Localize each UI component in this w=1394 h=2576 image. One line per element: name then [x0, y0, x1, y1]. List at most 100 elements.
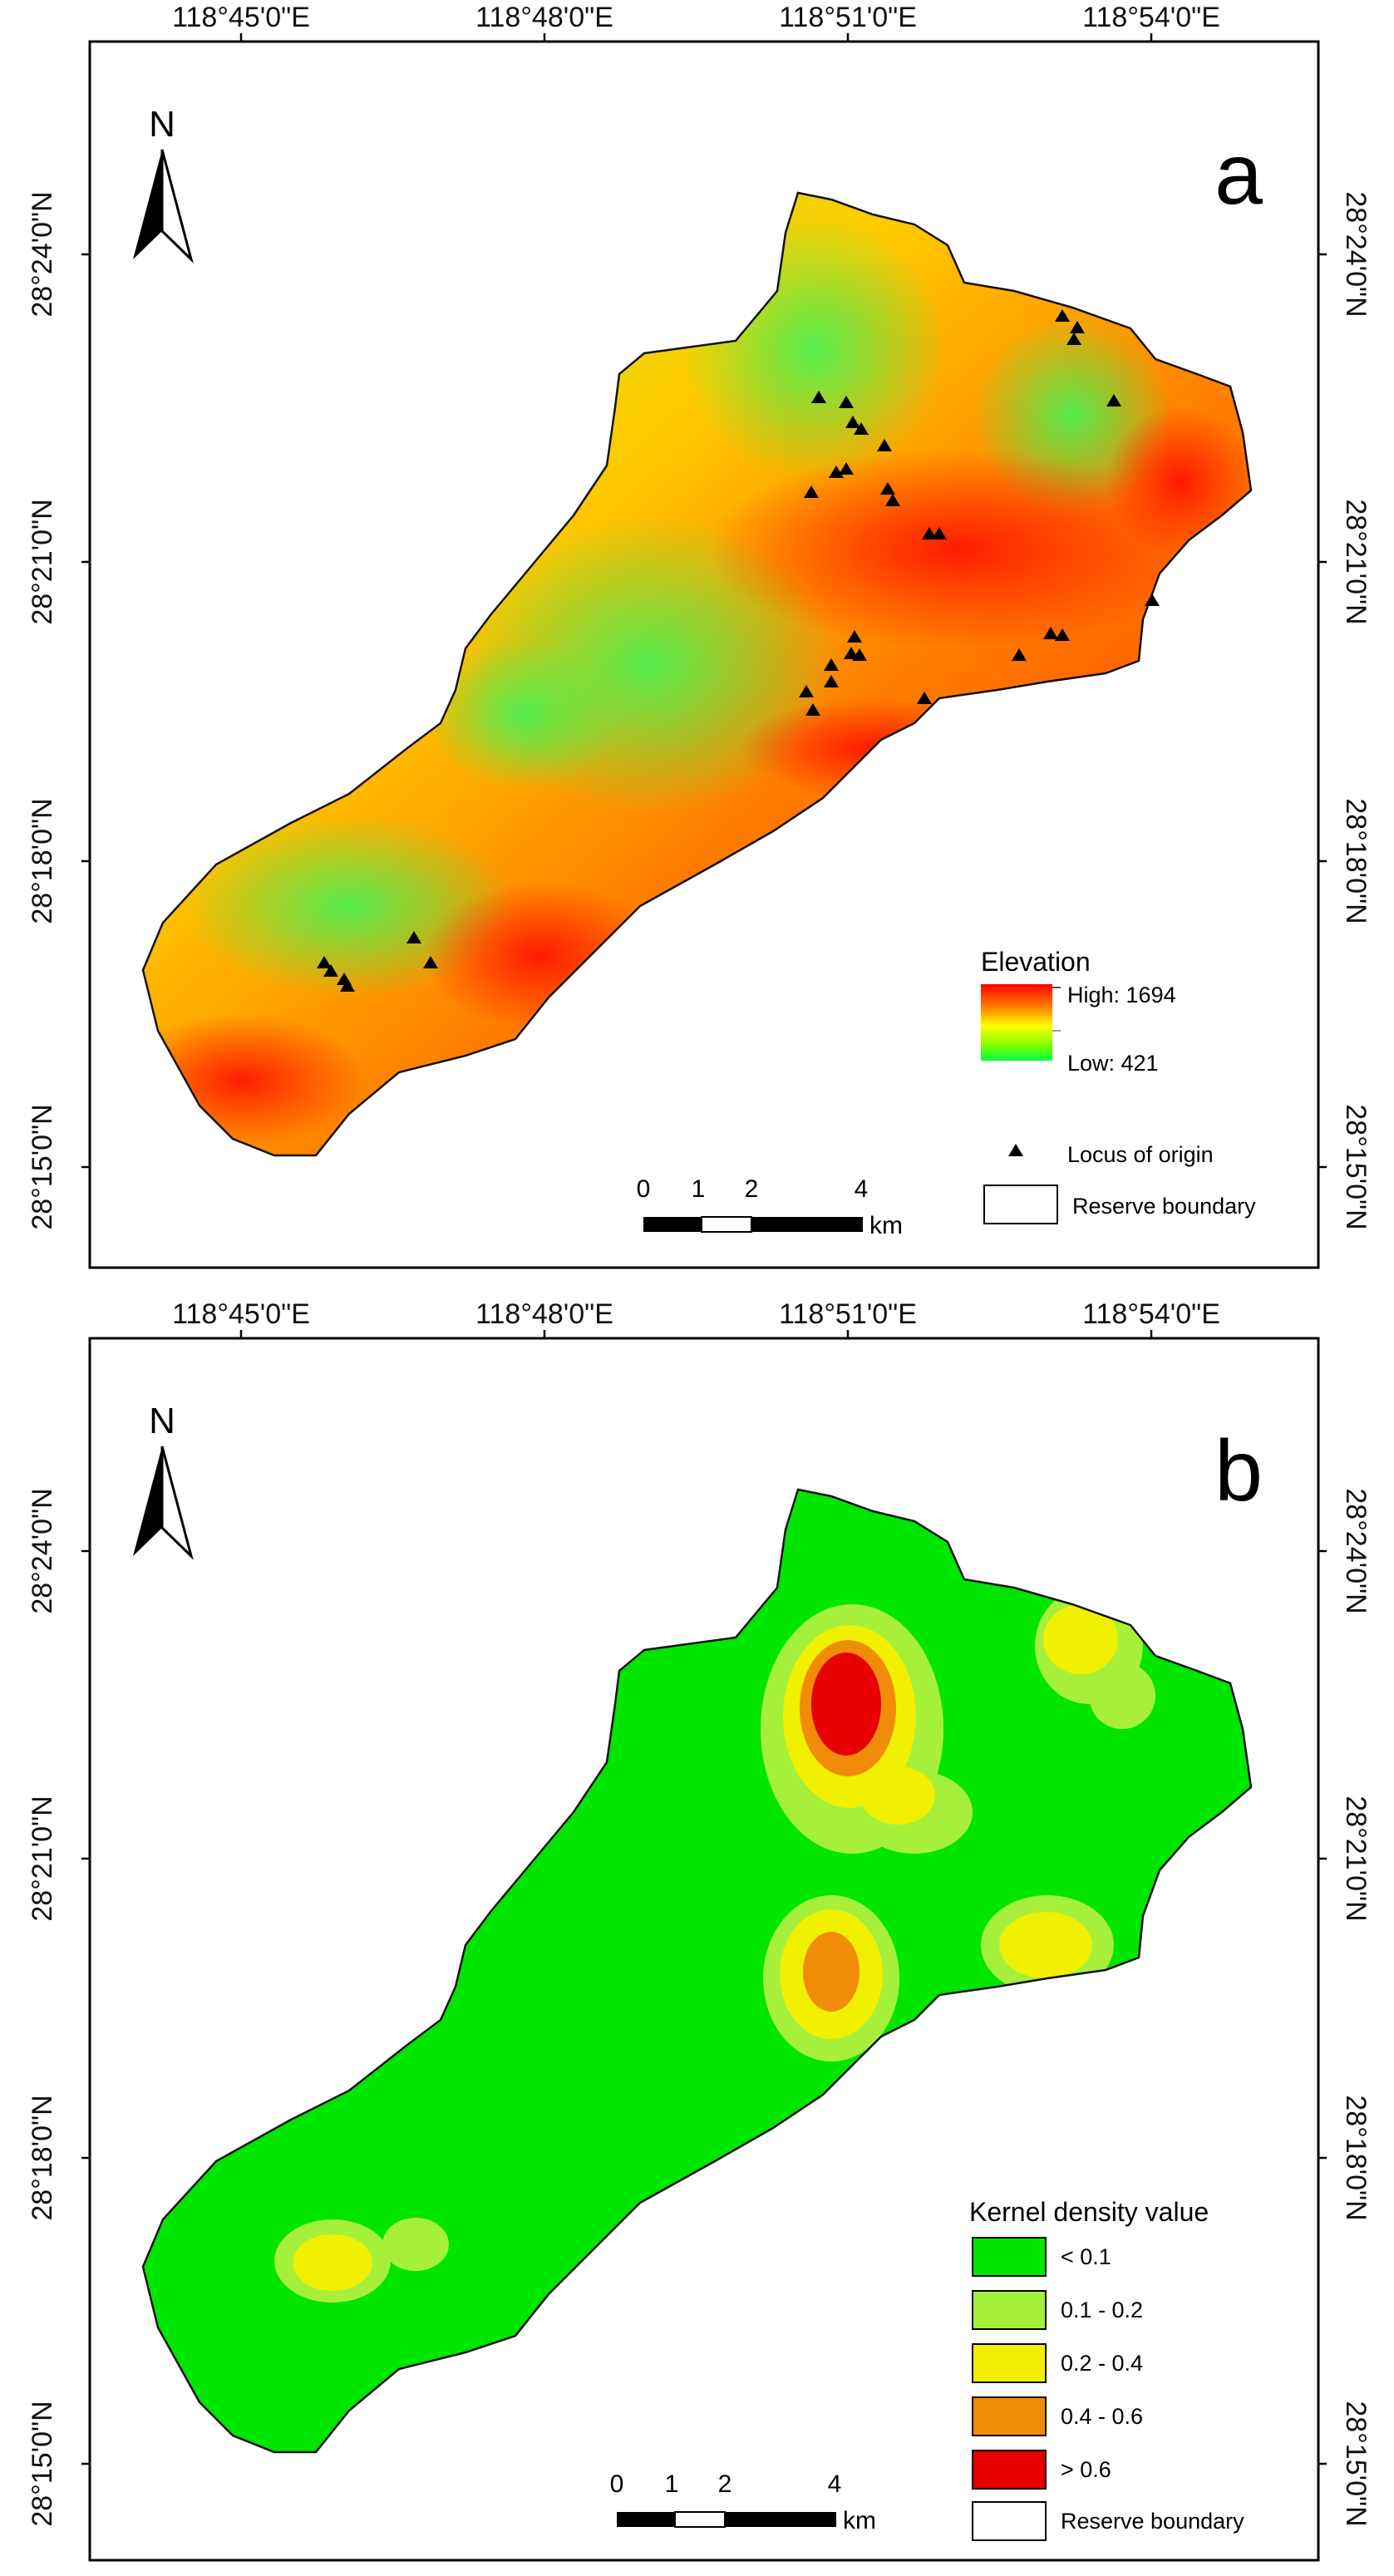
- locus-point: [824, 675, 839, 687]
- locus-point: [885, 494, 900, 506]
- scale-tick: 1: [665, 2470, 679, 2498]
- locus-point: [340, 979, 355, 992]
- lon-label: 118°48'0"E: [475, 2, 613, 33]
- legend-class-label: 0.2 - 0.4: [1061, 2351, 1143, 2376]
- locus-point: [323, 964, 338, 977]
- locus-point: [317, 956, 332, 968]
- reserve-boundary: [141, 1488, 1253, 2454]
- locus-point: [406, 931, 421, 943]
- graticule-ticks: [81, 33, 1327, 1169]
- lat-label-right: 28°15'0"N: [1340, 1104, 1372, 1229]
- lon-label: 118°54'0"E: [1082, 1298, 1220, 1330]
- lat-label-left: 28°21'0"N: [27, 499, 58, 624]
- legend-swatch: [972, 2396, 1047, 2436]
- panel-letter: a: [1214, 126, 1263, 223]
- lat-label-left: 28°24'0"N: [27, 191, 58, 317]
- legend-class-label: > 0.6: [1061, 2457, 1111, 2482]
- scale-bar: 0 1 2 4 km: [637, 1175, 903, 1239]
- legend-swatch: [972, 2237, 1047, 2277]
- scale-tick: 1: [692, 1175, 706, 1203]
- locus-points: [317, 309, 1160, 992]
- scale-unit: km: [869, 1212, 903, 1239]
- panel-letter: b: [1214, 1423, 1263, 1519]
- kernel-density-legend: Kernel density value < 0.1 0.1 - 0.2 0.2 -…: [969, 2197, 1244, 2541]
- north-arrow-icon: N: [133, 1401, 194, 1560]
- locus-point: [922, 527, 937, 539]
- lon-label: 118°51'0"E: [779, 1298, 917, 1330]
- boundary-legend-swatch: [983, 1185, 1058, 1224]
- lon-label: 118°45'0"E: [172, 1298, 310, 1330]
- lon-label: 118°48'0"E: [475, 1298, 613, 1330]
- kernel-density-map-svg: 118°45'0"E 118°48'0"E 118°51'0"E 118°54'…: [27, 1298, 1372, 2562]
- lat-label-right: 28°24'0"N: [1340, 191, 1372, 317]
- legend-locus-label: Locus of origin: [1067, 1142, 1214, 1167]
- scale-tick: 2: [745, 1175, 759, 1203]
- scale-tick: 0: [637, 1175, 651, 1203]
- legend-low-label: Low: 421: [1067, 1051, 1159, 1076]
- locus-point: [854, 422, 869, 435]
- legend-class-label: < 0.1: [1061, 2244, 1111, 2269]
- locus-point: [1066, 332, 1081, 345]
- locus-point: [1012, 648, 1027, 661]
- scale-bar: 0 1 2 4 km: [610, 2470, 876, 2534]
- graticule-ticks: [81, 1330, 1327, 2465]
- locus-point: [852, 648, 867, 661]
- locus-point: [1055, 309, 1070, 322]
- elevation-legend: Elevation High: 1694 Low: 421 Locus of o…: [981, 947, 1256, 1224]
- legend-high-label: High: 1694: [1067, 983, 1176, 1007]
- scale-tick: 4: [828, 2470, 842, 2498]
- legend-title: Kernel density value: [969, 2197, 1209, 2227]
- locus-point: [845, 416, 860, 428]
- lat-label-right: 28°21'0"N: [1340, 499, 1372, 624]
- boundary-legend-swatch: [972, 2501, 1047, 2541]
- north-label: N: [149, 1401, 175, 1441]
- lat-label-left: 28°15'0"N: [27, 2401, 58, 2526]
- locus-point: [917, 692, 932, 704]
- legend-swatch: [972, 2450, 1047, 2490]
- north-label: N: [149, 104, 175, 145]
- lat-label-right: 28°24'0"N: [1340, 1488, 1372, 1613]
- scale-tick: 4: [855, 1175, 869, 1203]
- elevation-map-panel: 118°45'0"E 118°48'0"E 118°51'0"E 118°54'…: [27, 2, 1372, 1269]
- locus-point: [805, 703, 820, 716]
- north-arrow-icon: N: [133, 104, 194, 264]
- locus-point: [1070, 321, 1085, 333]
- locus-point: [1043, 627, 1058, 639]
- legend-swatch: [972, 2290, 1047, 2330]
- locus-point: [932, 527, 947, 539]
- legend-class-label: 0.4 - 0.6: [1061, 2404, 1143, 2429]
- elevation-map-svg: 118°45'0"E 118°48'0"E 118°51'0"E 118°54'…: [27, 2, 1372, 1269]
- locus-point: [847, 630, 862, 643]
- locus-point: [1106, 394, 1121, 406]
- locus-point: [880, 482, 895, 495]
- locus-point: [829, 465, 844, 478]
- locus-point: [423, 956, 438, 968]
- lat-label-right: 28°18'0"N: [1340, 2095, 1372, 2220]
- lon-label: 118°45'0"E: [172, 2, 310, 33]
- lat-label-right: 28°15'0"N: [1340, 2401, 1372, 2526]
- locus-point: [839, 462, 854, 475]
- locus-point: [804, 485, 819, 498]
- locus-point: [799, 685, 814, 697]
- legend-boundary-label: Reserve boundary: [1072, 1194, 1256, 1219]
- locus-point: [811, 391, 826, 403]
- locus-point: [824, 658, 839, 671]
- lat-label-left: 28°18'0"N: [27, 798, 58, 924]
- reserve-boundary: [141, 191, 1253, 1157]
- lon-label: 118°54'0"E: [1082, 2, 1220, 33]
- lat-label-right: 28°21'0"N: [1340, 1795, 1372, 1921]
- lat-label-left: 28°21'0"N: [27, 1795, 58, 1921]
- lat-label-right: 28°18'0"N: [1340, 798, 1372, 924]
- legend-title: Elevation: [981, 947, 1091, 977]
- legend-boundary-label: Reserve boundary: [1061, 2509, 1244, 2534]
- scale-tick: 0: [610, 2470, 624, 2498]
- lat-label-left: 28°18'0"N: [27, 2095, 58, 2220]
- kernel-density-map-panel: 118°45'0"E 118°48'0"E 118°51'0"E 118°54'…: [0, 1297, 1394, 2576]
- lat-label-left: 28°15'0"N: [27, 1104, 58, 1229]
- lat-label-left: 28°24'0"N: [27, 1488, 58, 1613]
- legend-swatch: [972, 2343, 1047, 2383]
- scale-unit: km: [843, 2507, 876, 2534]
- elevation-color-ramp: [981, 984, 1052, 1061]
- locus-point: [839, 396, 854, 408]
- legend-class-label: 0.1 - 0.2: [1061, 2298, 1143, 2322]
